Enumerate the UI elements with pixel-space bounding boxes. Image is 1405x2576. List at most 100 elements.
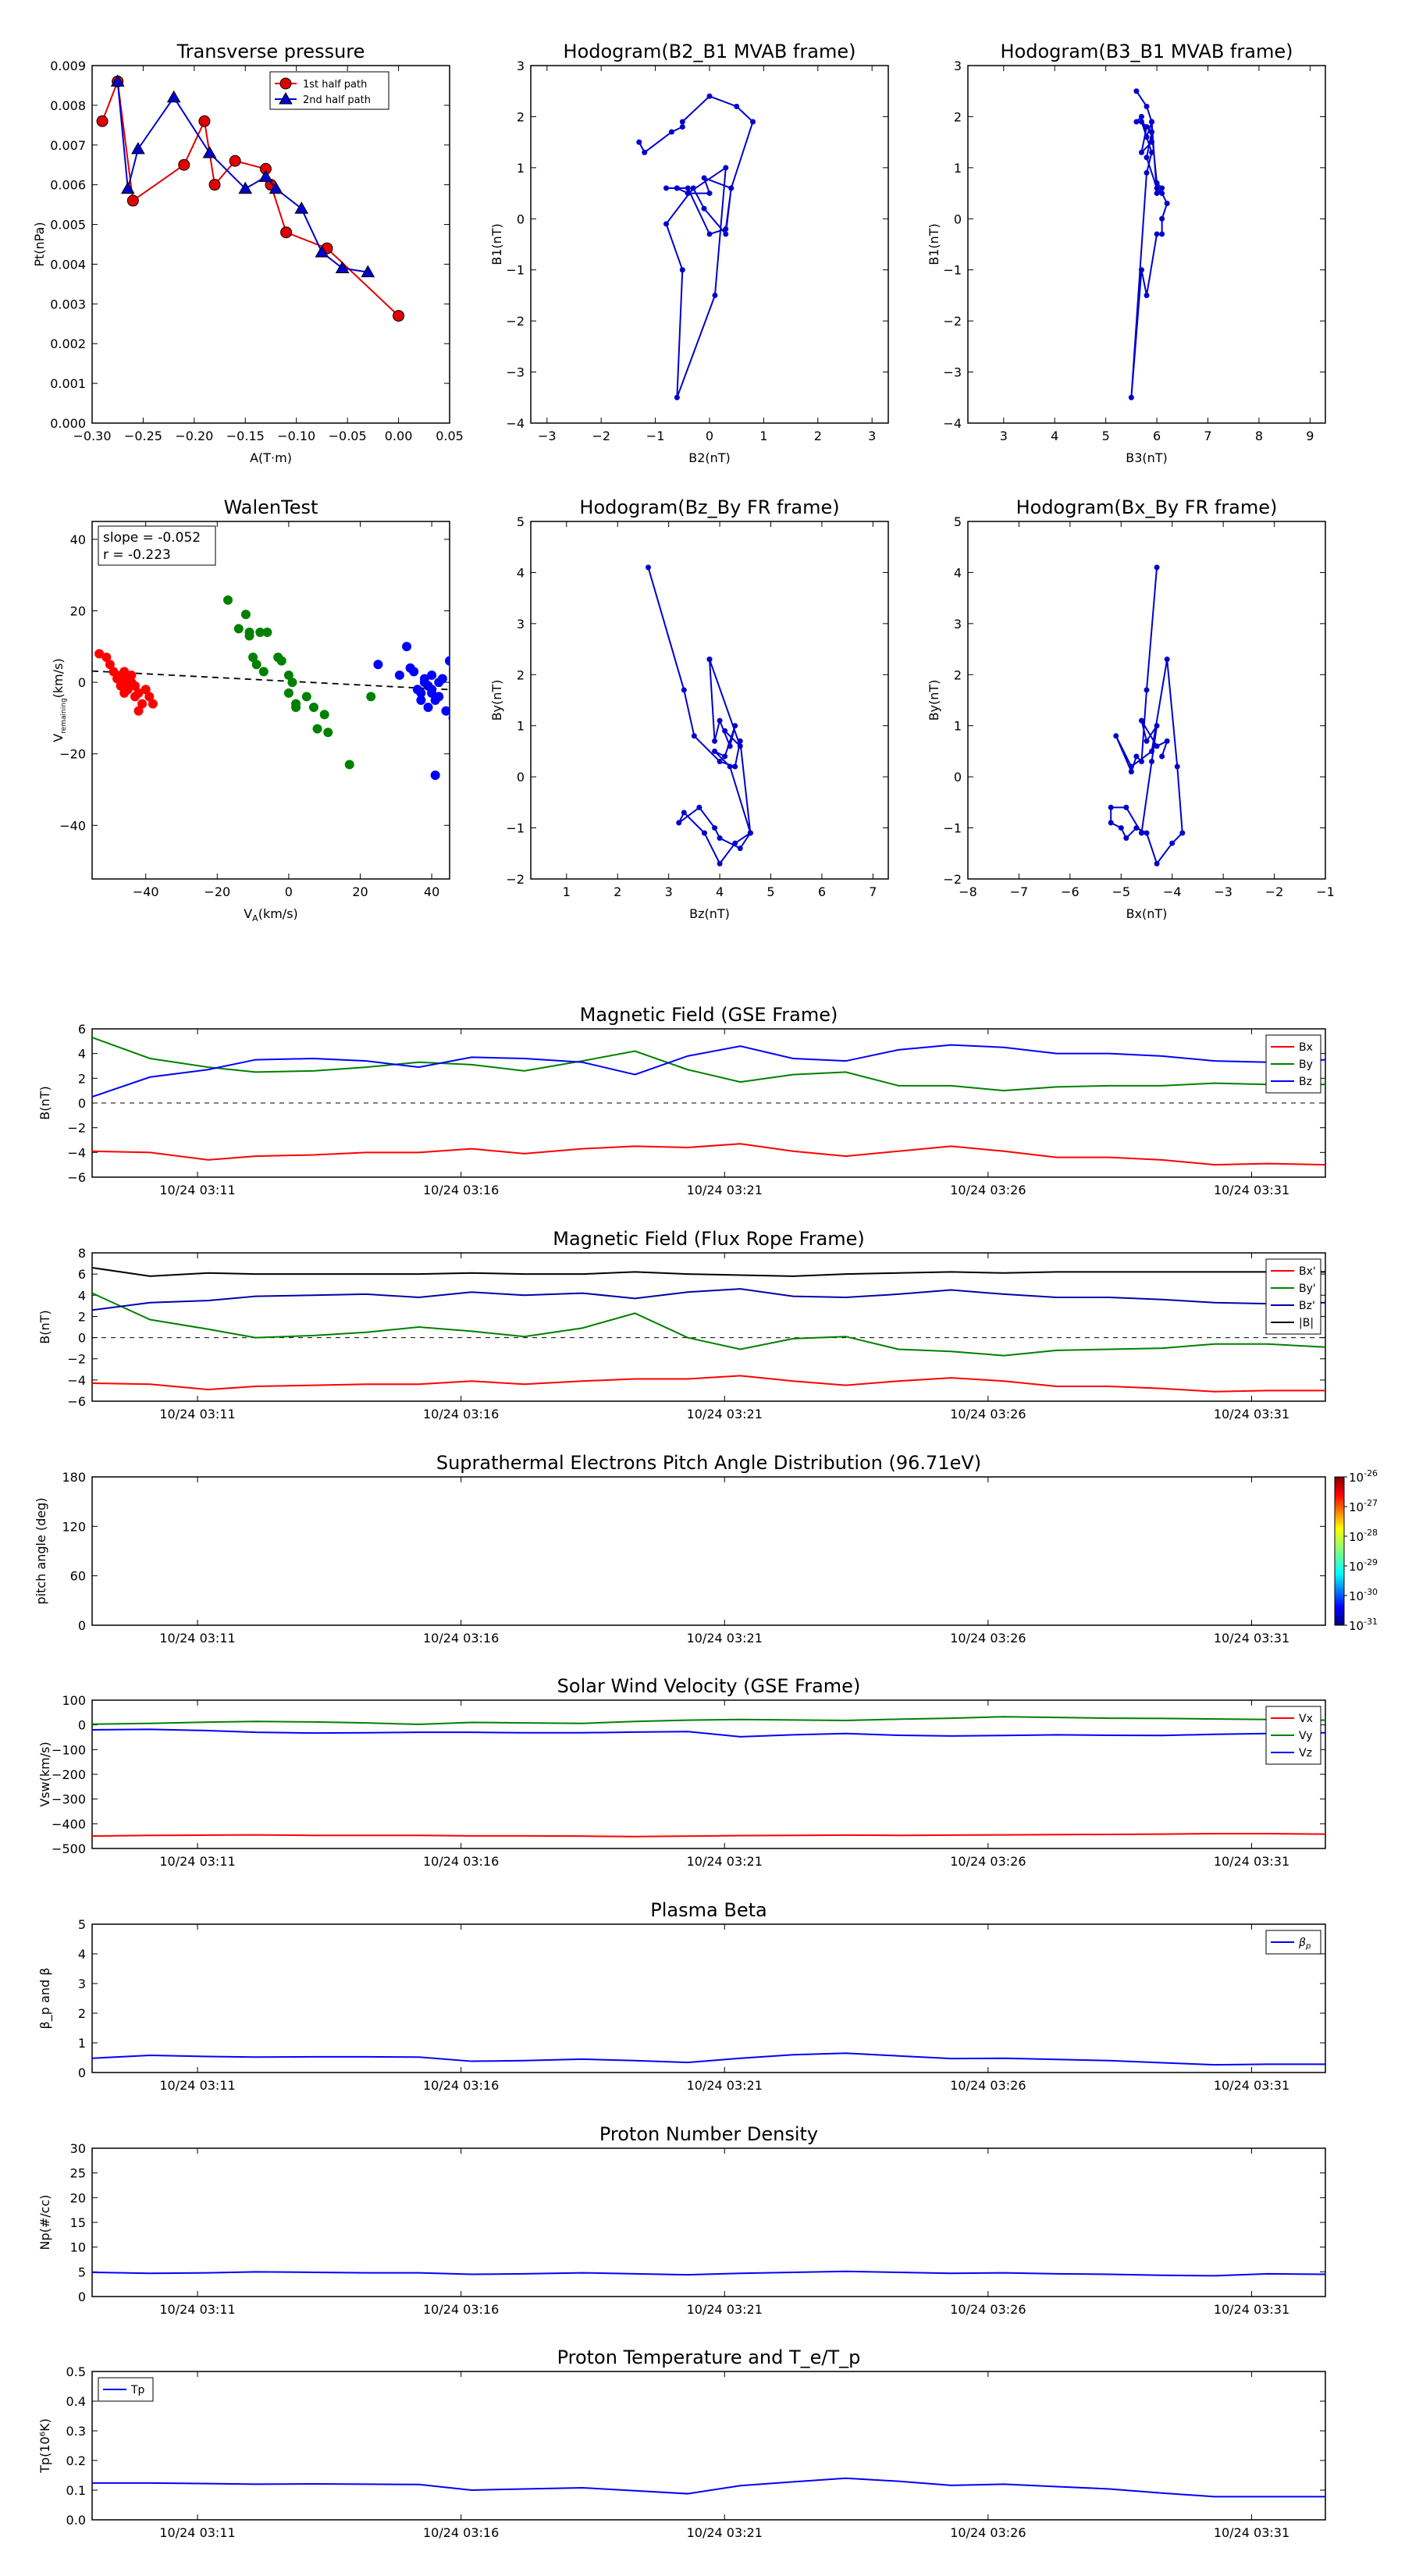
data-point [335, 261, 350, 274]
data-point [737, 845, 743, 852]
chart-title: Transverse pressure [176, 41, 365, 62]
data-point [1144, 738, 1150, 744]
data-point [140, 685, 151, 695]
data-point [119, 667, 130, 677]
data-point [1128, 394, 1134, 400]
y-tick-label: 1 [954, 719, 962, 734]
x-tick-label: 4 [716, 884, 724, 899]
data-point [427, 685, 437, 695]
plot-area [92, 2270, 1325, 2277]
data-point [1159, 190, 1165, 197]
data-point [1154, 180, 1160, 186]
data-point [373, 660, 383, 670]
y-tick-label: 3 [78, 1976, 86, 1991]
y-tick-label: 2 [78, 1309, 86, 1324]
y-tick-label: −40 [59, 818, 86, 833]
data-point [287, 678, 297, 688]
data-point [441, 706, 450, 716]
x-tick-label: 10/24 03:21 [687, 1854, 763, 1869]
y-axis-label: B1(nT) [489, 223, 504, 265]
data-point [144, 692, 155, 702]
y-tick-label: 0 [78, 2065, 86, 2080]
plot-area [96, 74, 405, 322]
y-tick-label: −500 [52, 1841, 86, 1856]
data-point [126, 194, 139, 207]
legend-label: Vy [1299, 1730, 1313, 1742]
x-tick-label: 10/24 03:26 [950, 2525, 1026, 2540]
x-tick-label: −1 [1316, 884, 1335, 899]
chart-title: WalenTest [224, 496, 318, 518]
x-tick-label: −1 [646, 429, 665, 443]
data-point [1144, 134, 1150, 141]
data-point [1123, 804, 1129, 810]
data-point [166, 90, 181, 103]
data-point [1169, 840, 1176, 846]
y-tick-label: 5 [517, 514, 525, 529]
plot-frame [91, 2371, 1326, 2521]
y-tick-label: −4 [506, 416, 525, 431]
x-tick-label: 10/24 03:26 [950, 1854, 1026, 1869]
data-point [717, 860, 723, 866]
plot-area [645, 564, 753, 866]
y-tick-label: −1 [943, 263, 962, 278]
data-point [674, 394, 680, 400]
annotation-box [98, 525, 216, 566]
y-axis-label: By(nT) [489, 680, 504, 721]
y-axis-label: Tp(10⁶K) [37, 2418, 52, 2474]
chart-title: Plasma Beta [650, 1899, 767, 1921]
series-line [92, 2052, 1325, 2066]
y-tick-label: 0 [78, 1718, 86, 1733]
data-point [1138, 830, 1144, 836]
data-point [1179, 830, 1186, 836]
data-point [315, 245, 329, 258]
data-point [445, 656, 450, 666]
data-point [1138, 717, 1144, 724]
data-point [636, 139, 642, 145]
data-point [238, 181, 253, 194]
series-line [92, 1728, 1325, 1738]
x-tick-label: −0.05 [329, 429, 367, 443]
x-tick-label: −7 [1010, 884, 1029, 899]
data-point [233, 624, 244, 634]
legend-label: |B| [1299, 1317, 1314, 1329]
y-tick-label: 120 [62, 1519, 86, 1534]
x-tick-label: 10/24 03:31 [1214, 1407, 1289, 1421]
data-point [130, 681, 140, 691]
data-point [1149, 129, 1155, 135]
data-point [101, 653, 112, 663]
y-tick-label: 0.001 [50, 376, 86, 391]
y-tick-label: 0 [954, 770, 962, 785]
data-point [706, 656, 713, 663]
data-point [258, 169, 273, 182]
data-point [126, 670, 137, 680]
data-point [137, 699, 148, 709]
y-tick-label: 2 [954, 109, 962, 124]
data-point [668, 129, 674, 135]
y-tick-label: −4 [67, 1373, 86, 1388]
series-line [638, 95, 754, 398]
x-tick-label: −0.20 [175, 429, 213, 443]
data-point [262, 627, 272, 637]
data-point [448, 715, 450, 721]
y-axis-label: pitch angle (deg) [34, 1497, 48, 1604]
data-point [255, 627, 265, 637]
data-point [1133, 825, 1140, 831]
data-point [679, 124, 685, 130]
x-tick-label: −8 [959, 884, 977, 899]
data-point [1138, 267, 1144, 273]
x-tick-label: 5 [1102, 429, 1110, 443]
data-point [1164, 738, 1170, 744]
chart-hodo2: Hodogram(B3_B1 MVAB frame) 3 4 5 6 7 8 9 −4 −3 −2 −… [927, 41, 1326, 465]
chart-title: Hodogram(Bz_By FR frame) [579, 496, 839, 518]
chart-title: Solar Wind Velocity (GSE Frame) [557, 1675, 861, 1697]
y-tick-label: 0.3 [66, 2424, 86, 2439]
data-point [308, 703, 318, 713]
x-tick-label: 10/24 03:26 [950, 2302, 1026, 2317]
data-point [1123, 835, 1129, 841]
x-tick-label: 10/24 03:11 [159, 1407, 235, 1421]
data-point [120, 181, 135, 194]
x-tick-label: 10/24 03:31 [1214, 1631, 1289, 1646]
data-point [645, 564, 651, 571]
data-point [732, 763, 738, 770]
y-tick-label: 4 [78, 1288, 86, 1303]
